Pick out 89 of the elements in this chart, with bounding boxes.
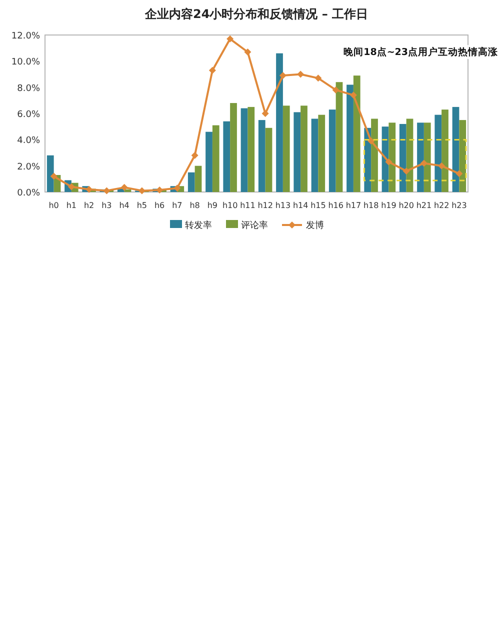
bar <box>46 155 54 192</box>
legend-label: 发博 <box>306 220 324 231</box>
bar <box>223 121 230 192</box>
point <box>103 187 110 194</box>
bar <box>399 124 406 192</box>
x-tick-label: h21 <box>416 201 432 210</box>
bar <box>424 122 431 192</box>
bar <box>240 108 248 192</box>
x-tick-label: h10 <box>222 201 238 210</box>
x-tick-label: h17 <box>346 201 362 210</box>
point <box>208 66 216 74</box>
bar <box>265 128 272 192</box>
y-tick-label: 4.0% <box>17 136 40 146</box>
point <box>156 186 164 194</box>
bar <box>206 132 212 192</box>
x-tick-label: h6 <box>154 201 165 210</box>
x-tick-label: h7 <box>172 201 182 210</box>
bar <box>318 114 326 192</box>
point <box>314 74 322 82</box>
annotation: 晚间18点~23点用户互动热情高涨 <box>342 45 500 59</box>
bar <box>459 120 466 192</box>
bar <box>346 84 354 192</box>
x-tick-label: h20 <box>398 201 414 210</box>
x-tick-label: h9 <box>207 201 218 210</box>
point <box>420 160 428 167</box>
x-tick-label: h15 <box>310 201 326 210</box>
y-tick-label: 10.0% <box>11 58 40 68</box>
point <box>226 35 234 42</box>
bar <box>258 120 266 192</box>
x-tick-label: h0 <box>48 201 59 210</box>
point <box>244 48 252 56</box>
x-tick-label: h14 <box>292 201 308 210</box>
bar <box>300 106 308 192</box>
legend-label: 评论率 <box>241 220 268 231</box>
point <box>332 86 340 94</box>
bar <box>212 125 220 192</box>
x-tick-label: h19 <box>381 201 396 210</box>
x-tick-label: h22 <box>434 201 450 210</box>
x-tick-label: h1 <box>66 201 77 210</box>
x-tick-label: h3 <box>102 201 112 210</box>
bar <box>442 110 448 192</box>
y-tick-label: 8.0% <box>17 84 40 94</box>
y-tick-label: 0.0% <box>17 188 40 198</box>
bar <box>388 122 396 192</box>
point <box>50 172 58 180</box>
bar <box>230 103 237 192</box>
point <box>350 92 357 99</box>
x-tick-label: h12 <box>258 201 273 210</box>
bar <box>311 118 318 192</box>
x-tick-label: h16 <box>328 201 344 210</box>
x-tick-label: h13 <box>275 201 291 210</box>
bar <box>294 112 301 192</box>
bar <box>371 118 378 192</box>
point <box>191 152 198 159</box>
bar <box>328 110 336 192</box>
y-tick-label: 2.0% <box>17 162 40 172</box>
point <box>438 162 446 170</box>
bar <box>276 53 283 192</box>
point <box>456 170 463 178</box>
point <box>86 186 93 193</box>
bar <box>188 172 195 192</box>
point <box>262 110 269 117</box>
legend-label: 转发率 <box>185 220 212 231</box>
x-tick-label: h23 <box>452 201 467 210</box>
point <box>138 187 146 194</box>
bar <box>417 122 424 192</box>
bar <box>282 106 290 192</box>
x-tick-label: h2 <box>84 201 94 210</box>
point <box>402 168 410 175</box>
x-tick-label: h8 <box>190 201 200 210</box>
chart-title: 企业内容24小时分布和反馈情况 – 工作日 <box>144 7 368 21</box>
point <box>120 184 128 191</box>
y-tick-label: 12.0% <box>11 32 40 42</box>
bar <box>248 106 255 192</box>
point <box>68 183 75 190</box>
point <box>385 158 392 166</box>
y-tick-label: 6.0% <box>17 110 40 120</box>
bar <box>194 166 202 192</box>
bar <box>434 114 442 192</box>
x-tick-label: h11 <box>240 201 256 210</box>
x-tick-label: h5 <box>136 201 148 210</box>
point <box>174 184 181 192</box>
bar <box>353 76 360 192</box>
point <box>279 72 286 80</box>
x-tick-label: h4 <box>119 201 130 210</box>
x-tick-label: h18 <box>363 201 379 210</box>
point <box>297 70 304 78</box>
point <box>368 137 375 144</box>
bar <box>336 82 343 192</box>
